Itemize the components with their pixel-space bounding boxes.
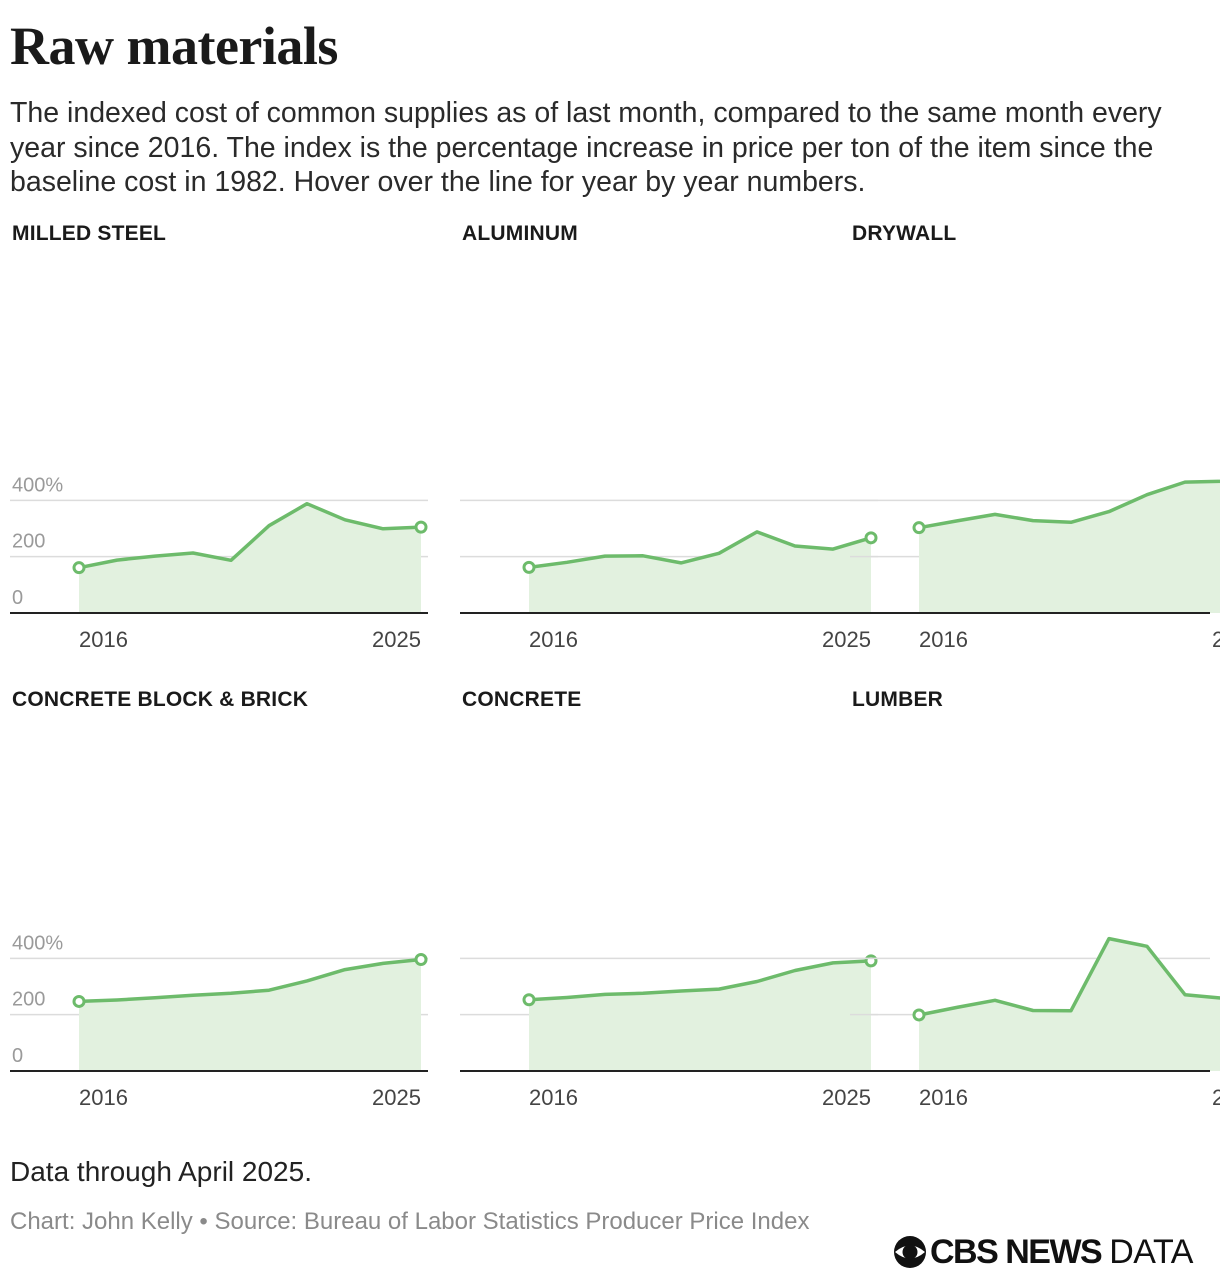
start-marker: [72, 561, 86, 575]
end-marker: [864, 531, 878, 545]
area-chart-5: 2016 2025: [460, 954, 878, 1110]
x-tick-label-end: 2025: [1212, 627, 1220, 652]
cbs-news-data-logo: CBS NEWS DATA: [893, 1230, 1193, 1274]
x-tick-label-end: 2025: [822, 1085, 871, 1110]
panel-title: CONCRETE BLOCK & BRICK: [12, 688, 309, 711]
x-tick-label-end: 2025: [1212, 1085, 1220, 1110]
logo-suffix: DATA: [1109, 1232, 1193, 1271]
end-marker: [414, 952, 428, 966]
x-tick-label-start: 2016: [529, 627, 578, 652]
logo-brand: CBS NEWS: [930, 1232, 1103, 1271]
area-fill: [79, 503, 421, 613]
panel-title: CONCRETE: [462, 688, 582, 711]
series-line: [527, 959, 873, 1002]
y-tick-label: 200: [12, 989, 45, 1011]
series-line: [917, 936, 1220, 1017]
area-chart-4: 400% 200 0 2016 2025: [10, 932, 428, 1110]
start-marker: [522, 560, 536, 574]
x-tick-label-start: 2016: [529, 1085, 578, 1110]
x-tick-label-start: 2016: [919, 627, 968, 652]
area-fill: [529, 531, 871, 613]
start-marker: [72, 994, 86, 1008]
x-tick-label-end: 2025: [372, 627, 421, 652]
area-fill: [529, 960, 871, 1071]
panel-title: MILLED STEEL: [12, 222, 167, 245]
area-chart-1: 400% 200 0 2016 2025: [10, 474, 428, 652]
panel-title: LUMBER: [852, 688, 944, 711]
chart-title: Raw materials: [10, 16, 338, 76]
x-tick-label-start: 2016: [79, 1085, 128, 1110]
area-fill: [919, 938, 1220, 1071]
start-marker: [522, 993, 536, 1007]
panel-title: DRYWALL: [852, 222, 957, 245]
x-tick-label-start: 2016: [79, 627, 128, 652]
y-tick-label: 400%: [12, 932, 63, 954]
series-line: [77, 501, 423, 570]
y-tick-label: 400%: [12, 474, 63, 496]
series-line: [77, 957, 423, 1004]
x-tick-label-end: 2025: [372, 1085, 421, 1110]
y-tick-label: 0: [12, 587, 23, 609]
series-line: [527, 530, 873, 570]
chart-subtitle: The indexed cost of common supplies as o…: [10, 97, 1162, 198]
start-marker: [912, 521, 926, 535]
data-note: Data through April 2025.: [10, 1156, 312, 1187]
area-fill: [79, 959, 421, 1071]
panel-title: ALUMINUM: [462, 222, 578, 245]
cbs-eye-icon: [894, 1236, 926, 1268]
y-tick-label: 200: [12, 531, 45, 553]
area-fill: [919, 481, 1220, 613]
area-chart-6: 2016 2025: [850, 936, 1220, 1110]
area-chart-3: 2016 2025: [850, 479, 1220, 652]
x-tick-label-start: 2016: [919, 1085, 968, 1110]
series-line: [917, 479, 1220, 530]
start-marker: [912, 1008, 926, 1022]
end-marker: [414, 520, 428, 534]
area-chart-2: 2016 2025: [460, 499, 878, 652]
y-tick-label: 0: [12, 1045, 23, 1067]
x-tick-label-end: 2025: [822, 627, 871, 652]
source-credit: Chart: John Kelly • Source: Bureau of La…: [10, 1208, 810, 1235]
